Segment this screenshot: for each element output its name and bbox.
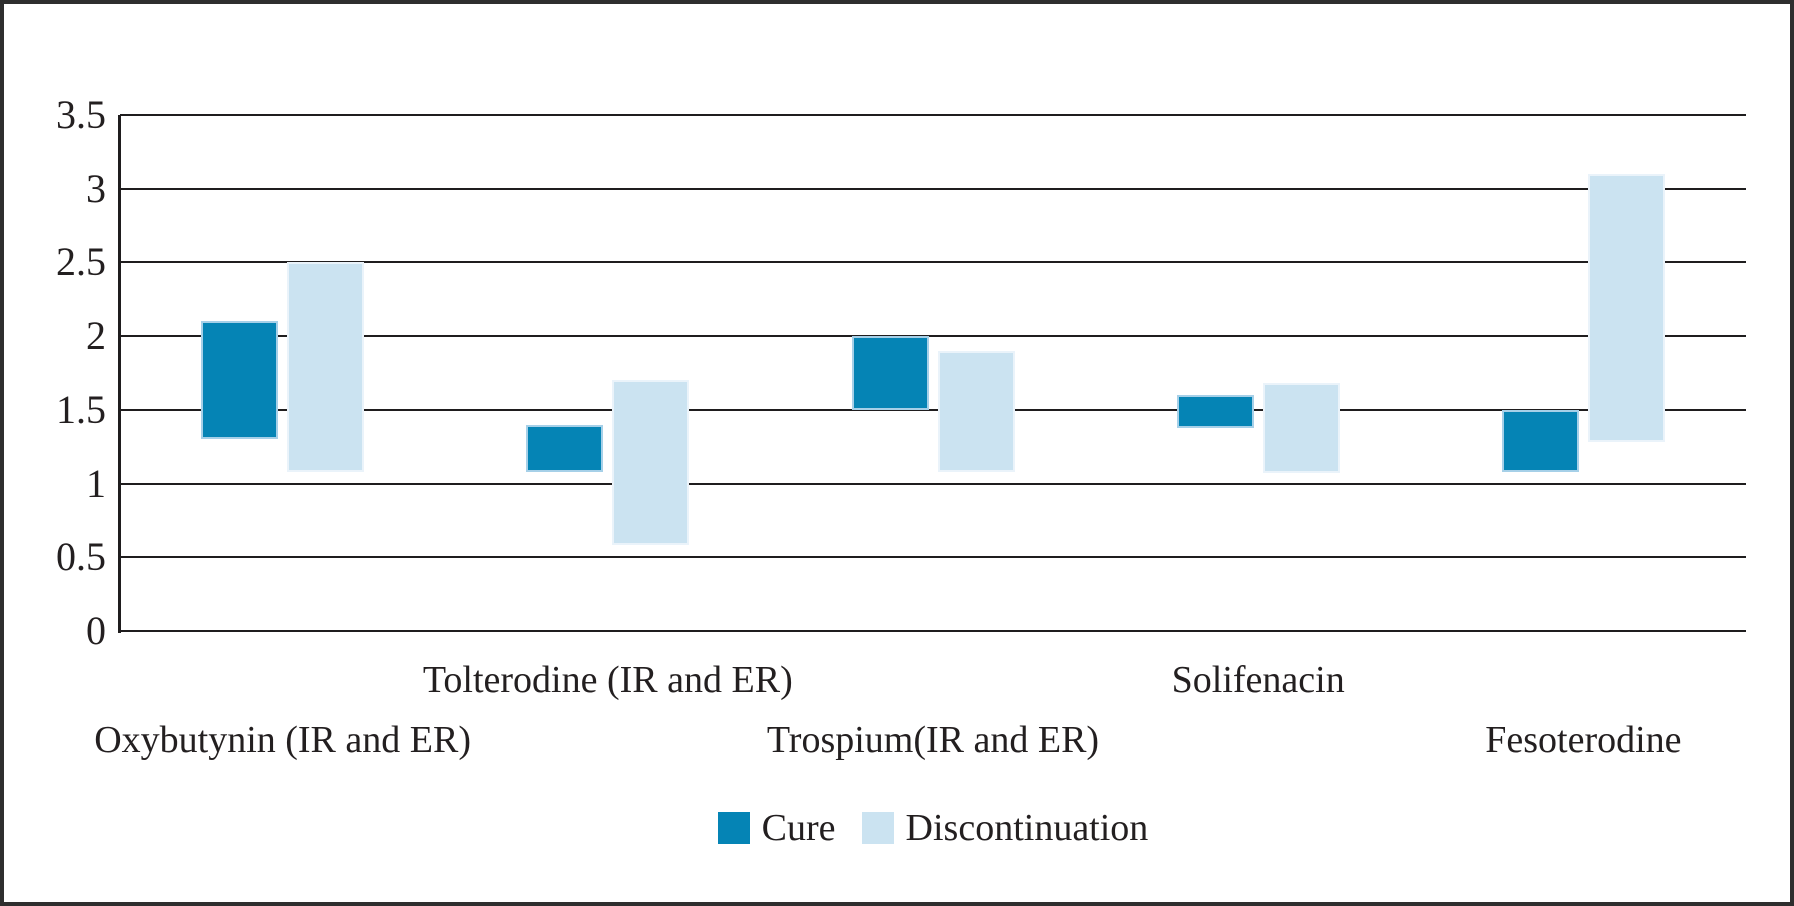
bar-discontinuation-oxybutynin-ir-and-er — [287, 262, 365, 472]
bar-discontinuation-solifenacin — [1262, 383, 1340, 474]
gridline-3.5 — [120, 114, 1746, 116]
y-tick-label-3-5: 3.5 — [56, 92, 106, 137]
gridline-2 — [120, 335, 1746, 338]
gridline-0 — [120, 630, 1746, 632]
x-label-fesoterodine: Fesoterodine — [1485, 719, 1682, 761]
gridline-1 — [120, 482, 1746, 485]
bar-cure-oxybutynin-ir-and-er — [201, 321, 279, 440]
x-label-solifenacin: Solifenacin — [1171, 659, 1345, 701]
y-tick-label-1-5: 1.5 — [56, 386, 106, 432]
gridline-3 — [120, 187, 1746, 190]
legend-swatch-cure — [717, 812, 750, 844]
legend-label-discontinuation: Discontinuation — [905, 807, 1149, 849]
legend-label-cure: Cure — [761, 807, 836, 849]
y-axis-line — [118, 115, 121, 633]
bar-discontinuation-fesoterodine — [1587, 173, 1665, 443]
bar-cure-fesoterodine — [1501, 409, 1579, 472]
legend-item-cure: Cure — [717, 806, 836, 850]
gridline-2.5 — [120, 261, 1746, 264]
legend-swatch-discontinuation — [861, 812, 894, 844]
y-tick-label-3: 3 — [86, 165, 106, 211]
bar-discontinuation-trospium-ir-and-er — [937, 350, 1015, 472]
bar-cure-solifenacin — [1176, 395, 1254, 428]
bar-discontinuation-tolterodine-ir-and-er — [612, 380, 690, 546]
y-tick-label-1: 1 — [86, 460, 106, 506]
x-label-oxybutynin-ir-and-er: Oxybutynin (IR and ER) — [94, 719, 471, 761]
bar-cure-tolterodine-ir-and-er — [526, 424, 604, 472]
x-label-trospium-ir-and-er: Trospium(IR and ER) — [766, 719, 1100, 761]
gridline-1.5 — [120, 408, 1746, 411]
y-tick-label-2: 2 — [86, 313, 106, 359]
y-tick-label-2-5: 2.5 — [56, 239, 106, 285]
legend: Cure Discontinuation — [120, 806, 1746, 850]
legend-item-discontinuation: Discontinuation — [861, 806, 1149, 850]
gridline-0.5 — [120, 556, 1746, 559]
bar-cure-trospium-ir-and-er — [851, 336, 929, 410]
y-tick-label-0-5: 0.5 — [56, 534, 106, 580]
x-label-tolterodine-ir-and-er: Tolterodine (IR and ER) — [422, 659, 793, 701]
y-tick-label-0: 0 — [86, 608, 106, 653]
